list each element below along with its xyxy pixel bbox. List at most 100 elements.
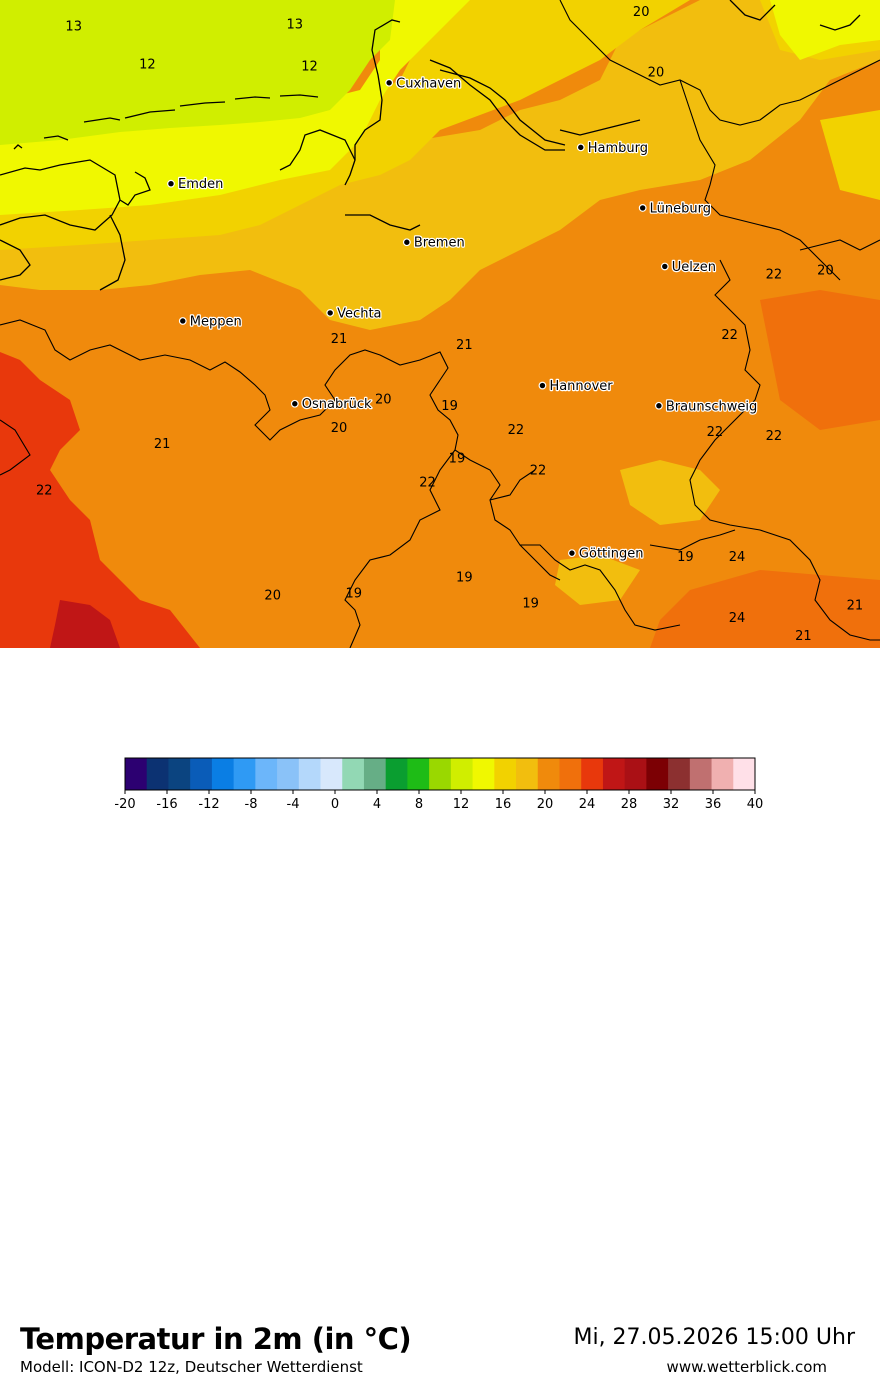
legend-swatch (559, 758, 582, 790)
city-marker (638, 204, 647, 212)
temperature-value: 22 (721, 328, 738, 343)
legend-tick-label: -20 (114, 797, 135, 812)
website-link[interactable]: www.wetterblick.com (666, 1358, 827, 1376)
city-marker (660, 262, 669, 271)
legend-swatch (646, 758, 669, 790)
temperature-value: 22 (707, 425, 724, 440)
temperature-value: 22 (508, 423, 525, 438)
city-marker (290, 399, 299, 408)
temp-zone-14ne (770, 0, 880, 60)
legend-tick-label: -12 (198, 797, 219, 812)
legend-swatch (385, 758, 408, 790)
temperature-value: 13 (65, 19, 82, 34)
legend-border (124, 757, 756, 791)
temperature-value: 24 (729, 611, 746, 626)
color-legend: -20 -16 -12 -8 -4 0 4 8 12 16 20 24 28 32 36 40 (114, 757, 763, 812)
legend-swatches (124, 757, 756, 791)
map-title: Temperatur in 2m (in °C) (20, 1322, 412, 1356)
legend-swatch (190, 758, 213, 790)
temperature-value: 21 (795, 629, 812, 644)
city-marker (402, 238, 411, 247)
temperature-value: 13 (287, 17, 304, 32)
temp-zone-16f (820, 110, 880, 200)
legend-tick-label: 32 (663, 797, 680, 812)
temp-zone-18 (0, 0, 880, 330)
forecast-datetime: Mi, 27.05.2026 15:00 Uhr (573, 1325, 855, 1350)
city-label: Meppen (190, 314, 242, 329)
city-label: Lüneburg (650, 201, 711, 216)
temperature-value: 20 (331, 421, 348, 436)
legend-swatch (537, 758, 560, 790)
legend-swatch (711, 758, 734, 790)
temperature-value: 22 (419, 476, 436, 491)
temp-zone-12 (0, 0, 395, 145)
city-label: Uelzen (672, 260, 716, 275)
city-marker (538, 381, 547, 390)
state-borders (0, 0, 880, 648)
temperature-value: 12 (139, 58, 156, 73)
temperature-value: 19 (677, 550, 694, 565)
city-label: Braunschweig (666, 399, 757, 414)
temperature-value: 22 (36, 484, 53, 499)
model-info: Modell: ICON-D2 12z, Deutscher Wetterdie… (20, 1358, 363, 1376)
temperature-value: 22 (766, 268, 783, 283)
temperature-value: 20 (264, 589, 281, 604)
legend-swatch (689, 758, 713, 790)
legend-swatch (168, 758, 191, 790)
temp-zone-24c (650, 570, 880, 648)
temperature-value: 12 (301, 60, 318, 75)
city-marker (654, 401, 663, 410)
city-marker (178, 317, 187, 325)
city-label: Hamburg (588, 141, 648, 156)
legend-tick-label: 40 (747, 797, 764, 812)
city-marker (576, 143, 585, 152)
legend-tick-label: 16 (495, 797, 512, 812)
temp-zone-28 (50, 600, 120, 648)
city-label: Göttingen (579, 547, 644, 562)
temperature-value: 22 (530, 463, 547, 478)
legend-ticks: -20 -16 -12 -8 -4 0 4 8 12 16 20 24 28 32 36 40 (114, 790, 763, 812)
temp-zone-22east (760, 290, 880, 430)
legend-swatch (363, 758, 387, 790)
legend-swatch (146, 758, 169, 790)
legend-swatch (298, 758, 322, 790)
legend-swatch (342, 758, 365, 790)
legend-swatch (125, 758, 148, 790)
city-label: Vechta (337, 306, 381, 321)
city-label: Bremen (414, 236, 465, 251)
temperature-value: 24 (729, 550, 746, 565)
legend-tick-label: -8 (245, 797, 258, 812)
legend-tick-label: 8 (415, 797, 423, 812)
city-label: Osnabrück (302, 397, 372, 412)
legend-swatch (624, 758, 647, 790)
legend-tick-label: 20 (537, 797, 554, 812)
temperature-value: 21 (847, 599, 864, 614)
legend-tick-label: -4 (287, 797, 300, 812)
city-marker (385, 78, 394, 87)
legend-tick-label: 28 (621, 797, 638, 812)
legend-swatch (450, 758, 474, 790)
temp-zone-24 (0, 352, 200, 648)
legend-swatch (668, 758, 691, 790)
legend-tick-label: 36 (705, 797, 722, 812)
city-label: Hannover (549, 379, 613, 394)
temp-zone-18b (620, 460, 720, 525)
legend-tick-label: -16 (156, 797, 177, 812)
city-marker (568, 549, 576, 558)
legend-swatch (320, 758, 343, 790)
legend-swatch (233, 758, 256, 790)
legend-swatch (602, 758, 626, 790)
temperature-value: 21 (331, 332, 348, 347)
temperature-value: 19 (441, 399, 458, 414)
temperature-value: 21 (456, 338, 473, 353)
temperature-value: 19 (449, 451, 466, 466)
temp-zone-24b (0, 460, 60, 530)
legend-swatch (516, 758, 539, 790)
city-marker (326, 308, 335, 317)
temperature-value: 20 (648, 66, 665, 81)
legend-swatch (581, 758, 604, 790)
legend-swatch (255, 758, 278, 790)
temperature-value: 22 (766, 429, 783, 444)
value-layer: 13 13 20 12 12 20 22 20 22 21 21 20 19 20 22 22 22 21 19 22… (36, 5, 863, 644)
legend-swatch (429, 758, 452, 790)
